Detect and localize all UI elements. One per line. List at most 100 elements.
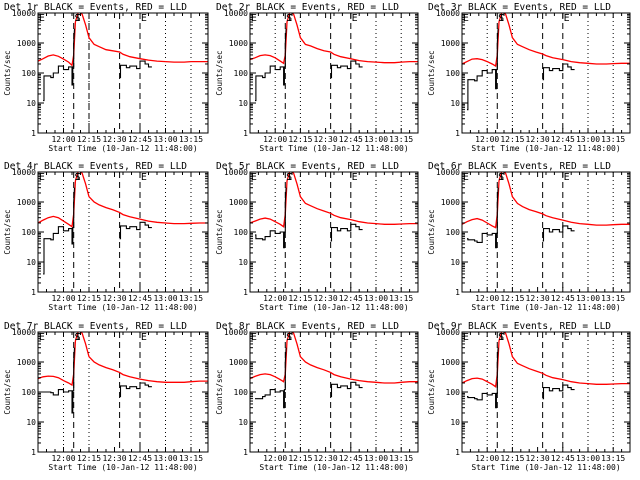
x-tick-label: 12:00 (263, 135, 287, 144)
event-marker-label: S (498, 172, 504, 183)
x-tick-label: 12:15 (500, 294, 524, 303)
events-series-line (43, 28, 76, 102)
panel-title: Det 9r BLACK = Events, RED = LLD (428, 321, 611, 332)
event-marker-label: I (75, 332, 81, 343)
x-tick-label: 12:00 (263, 294, 287, 303)
x-tick-label: 12:30 (526, 454, 550, 463)
y-tick-label: 1 (455, 129, 460, 138)
x-tick-label: 12:15 (288, 454, 312, 463)
x-tick-label: 12:30 (102, 294, 126, 303)
x-tick-label: 13:15 (389, 135, 413, 144)
panel-det-8: Det 8r BLACK = Events, RED = LLD 1 10 100 10… (215, 321, 419, 472)
x-tick-label: 13:00 (364, 454, 388, 463)
y-axis-label: Counts/sec (215, 369, 224, 414)
event-marker-label: S (75, 13, 81, 24)
y-tick-label: 10000 (436, 9, 460, 18)
x-tick-label: 12:15 (77, 135, 101, 144)
y-tick-label: 100 (22, 69, 37, 78)
lld-series-line (462, 13, 630, 68)
event-marker-label: E (352, 13, 358, 24)
y-tick-label: 1 (31, 129, 36, 138)
panel-det-5: Det 5r BLACK = Events, RED = LLD 1 10 100 10… (215, 161, 419, 312)
event-marker-label: E (251, 332, 257, 343)
events-series-line (119, 60, 152, 79)
y-tick-label: 10000 (12, 168, 36, 177)
x-tick-label: 13:00 (153, 454, 177, 463)
x-tick-label: 12:45 (128, 135, 152, 144)
y-tick-label: 1 (243, 288, 248, 297)
lld-series-line (250, 332, 418, 384)
y-tick-label: 100 (22, 228, 37, 237)
event-marker-label: I (499, 332, 505, 343)
y-tick-label: 100 (234, 69, 249, 78)
x-tick-label: 12:45 (551, 294, 575, 303)
events-series-line (542, 225, 575, 242)
event-marker-label: S (75, 332, 81, 343)
y-tick-label: 100 (446, 228, 461, 237)
plot-area (462, 172, 630, 249)
panel-title: Det 5r BLACK = Events, RED = LLD (216, 161, 399, 172)
y-axis-label: Counts/sec (427, 209, 436, 254)
y-axis-label: Counts/sec (427, 50, 436, 95)
y-tick-label: 10 (238, 99, 248, 108)
y-tick-label: 100 (234, 228, 249, 237)
x-tick-label: 12:15 (288, 294, 312, 303)
y-axis-label: Counts/sec (3, 369, 12, 414)
x-tick-label: 12:00 (51, 135, 75, 144)
y-tick-label: 10 (238, 258, 248, 267)
lld-series-line (38, 332, 208, 387)
panel-title: Det 4r BLACK = Events, RED = LLD (4, 161, 187, 172)
event-marker-label: S (286, 172, 292, 183)
events-series-line (467, 187, 499, 249)
events-series-line (43, 347, 76, 414)
y-tick-label: 1000 (229, 358, 248, 367)
event-marker-label: E (251, 172, 257, 183)
y-tick-label: 1 (243, 129, 248, 138)
x-tick-label: 12:15 (500, 135, 524, 144)
event-marker-label: S (498, 332, 504, 343)
x-tick-label: 12:00 (475, 135, 499, 144)
plot-area (38, 332, 208, 414)
plot-area (250, 13, 418, 102)
x-tick-label: 12:30 (102, 454, 126, 463)
x-tick-label: 13:00 (364, 135, 388, 144)
x-tick-label: 13:00 (576, 294, 600, 303)
y-axis-label: Counts/sec (3, 50, 12, 95)
panel-title: Det 8r BLACK = Events, RED = LLD (216, 321, 399, 332)
x-tick-label: 13:00 (153, 294, 177, 303)
lld-series-line (250, 13, 418, 65)
y-tick-label: 10 (26, 258, 36, 267)
y-tick-label: 10000 (436, 168, 460, 177)
y-tick-label: 100 (234, 388, 249, 397)
x-tick-label: 12:30 (314, 294, 338, 303)
event-marker-label: E (39, 332, 45, 343)
event-marker-label: S (498, 13, 504, 24)
x-tick-label: 12:15 (77, 454, 101, 463)
x-tick-label: 12:45 (551, 454, 575, 463)
lld-series-line (38, 13, 208, 67)
plot-area (462, 332, 630, 409)
x-tick-label: 12:45 (551, 135, 575, 144)
x-tick-label: 12:15 (77, 294, 101, 303)
x-axis-label: Start Time (10-Jan-12 11:48:00) (259, 463, 408, 472)
panel-title: Det 7r BLACK = Events, RED = LLD (4, 321, 187, 332)
y-axis-label: Counts/sec (427, 369, 436, 414)
y-tick-label: 100 (446, 69, 461, 78)
events-series-line (467, 28, 499, 111)
event-marker-label: E (564, 332, 570, 343)
events-series-line (255, 347, 287, 409)
panel-title: Det 6r BLACK = Events, RED = LLD (428, 161, 611, 172)
y-tick-label: 1000 (229, 198, 248, 207)
plot-area (250, 172, 418, 249)
x-axis-label: Start Time (10-Jan-12 11:48:00) (48, 463, 197, 472)
events-series-line (542, 63, 575, 81)
x-tick-label: 13:15 (179, 135, 203, 144)
x-tick-label: 13:00 (576, 135, 600, 144)
x-tick-label: 12:00 (263, 454, 287, 463)
lld-series-line (462, 172, 630, 229)
y-tick-label: 1 (455, 288, 460, 297)
x-tick-label: 13:15 (389, 454, 413, 463)
event-marker-label: I (499, 172, 505, 183)
event-marker-label: E (39, 172, 45, 183)
